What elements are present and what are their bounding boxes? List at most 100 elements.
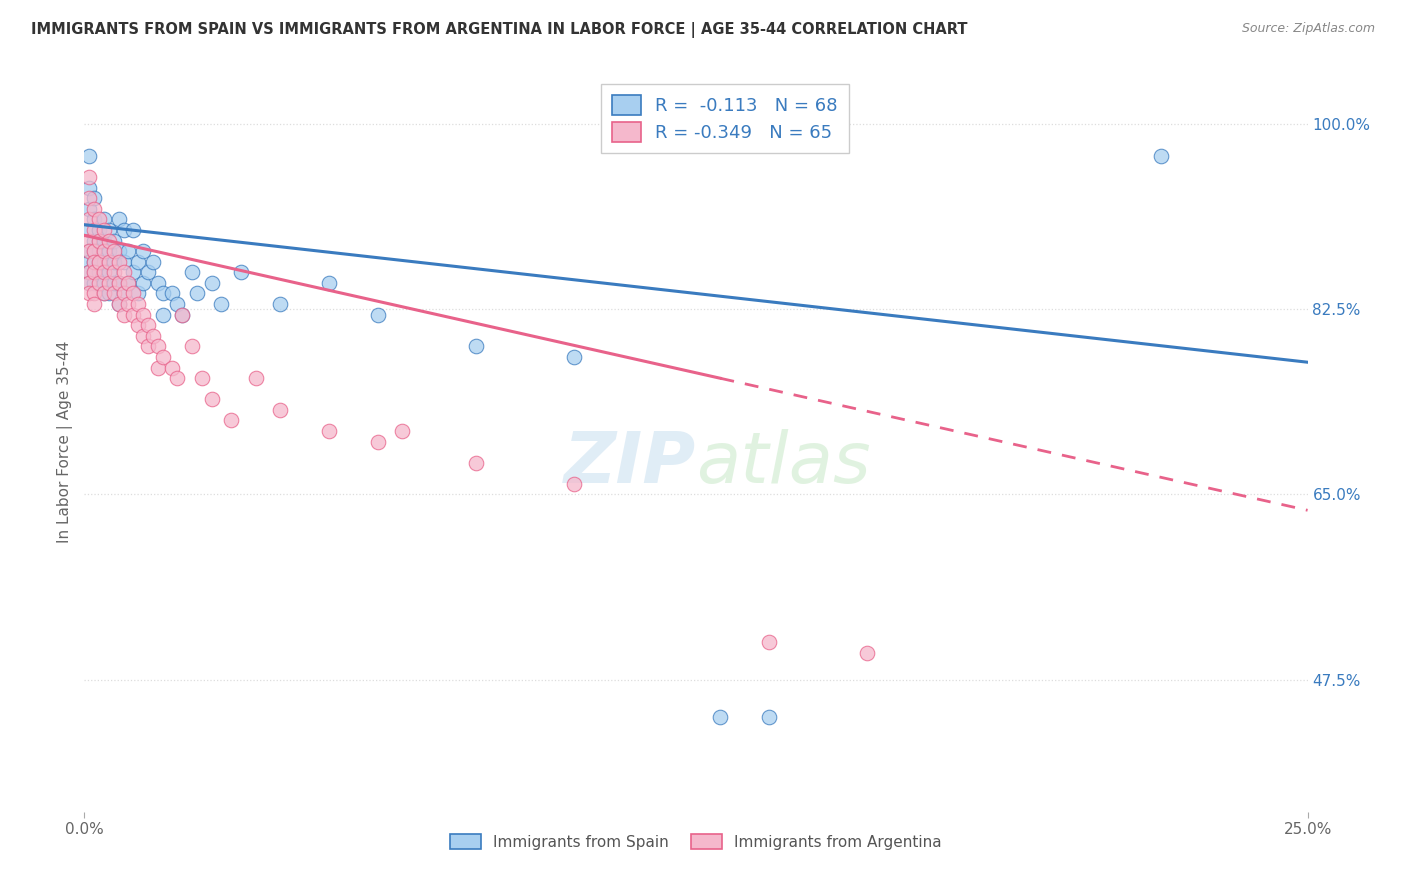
Point [152,350,174,364]
Y-axis label: In Labor Force | Age 35-44: In Labor Force | Age 35-44 [58,341,73,542]
Point [146,276,169,290]
Point [127,318,149,333]
Point [162,286,184,301]
Text: IMMIGRANTS FROM SPAIN VS IMMIGRANTS FROM ARGENTINA IN LABOR FORCE | AGE 35-44 CO: IMMIGRANTS FROM SPAIN VS IMMIGRANTS FROM… [31,22,967,38]
Text: Source: ZipAtlas.com: Source: ZipAtlas.com [1241,22,1375,36]
Point [93,254,115,268]
Point [117,276,139,290]
Point [229,265,252,279]
Point [77,276,100,290]
Point [562,350,585,364]
Point [117,276,139,290]
Point [83,191,105,205]
Point [83,254,105,268]
Point [83,244,105,259]
Point [122,265,145,279]
Point [107,244,129,259]
Point [87,265,110,279]
Point [83,265,105,279]
Point [93,276,115,290]
Point [562,476,585,491]
Point [200,276,222,290]
Point [77,244,100,259]
Point [117,244,139,259]
Point [87,223,110,237]
Point [166,371,188,385]
Point [77,223,100,237]
Point [107,254,129,268]
Point [136,318,159,333]
Point [83,234,105,248]
Point [209,297,232,311]
Legend: Immigrants from Spain, Immigrants from Argentina: Immigrants from Spain, Immigrants from A… [444,828,948,856]
Point [107,297,129,311]
Point [77,276,100,290]
Point [127,297,149,311]
Point [103,244,125,259]
Point [83,223,105,237]
Point [367,434,389,449]
Point [117,297,139,311]
Point [122,286,145,301]
Point [83,286,105,301]
Point [186,286,208,301]
Point [318,424,340,438]
Point [83,265,105,279]
Point [87,212,110,227]
Point [142,328,165,343]
Point [93,234,115,248]
Point [200,392,222,407]
Point [1150,149,1173,163]
Point [87,234,110,248]
Point [107,276,129,290]
Point [391,424,413,438]
Point [103,254,125,268]
Point [127,286,149,301]
Point [367,308,389,322]
Point [87,254,110,268]
Point [758,709,780,723]
Point [77,170,100,185]
Point [77,149,100,163]
Point [83,202,105,216]
Point [83,212,105,227]
Point [77,254,100,268]
Point [77,286,100,301]
Point [318,276,340,290]
Point [77,234,100,248]
Point [83,244,105,259]
Point [136,265,159,279]
Point [269,297,291,311]
Point [93,286,115,301]
Point [97,265,120,279]
Point [172,308,194,322]
Point [93,212,115,227]
Point [856,646,879,660]
Point [136,339,159,353]
Point [112,286,135,301]
Point [77,244,100,259]
Point [107,212,129,227]
Point [112,254,135,268]
Point [127,254,149,268]
Point [758,635,780,649]
Point [77,180,100,194]
Point [464,456,486,470]
Point [77,265,100,279]
Point [181,265,204,279]
Point [93,244,115,259]
Point [112,265,135,279]
Point [93,223,115,237]
Point [112,308,135,322]
Point [97,223,120,237]
Point [87,234,110,248]
Point [132,276,155,290]
Point [122,308,145,322]
Point [245,371,267,385]
Point [122,223,145,237]
Point [152,308,174,322]
Point [269,402,291,417]
Point [181,339,204,353]
Point [103,286,125,301]
Point [87,254,110,268]
